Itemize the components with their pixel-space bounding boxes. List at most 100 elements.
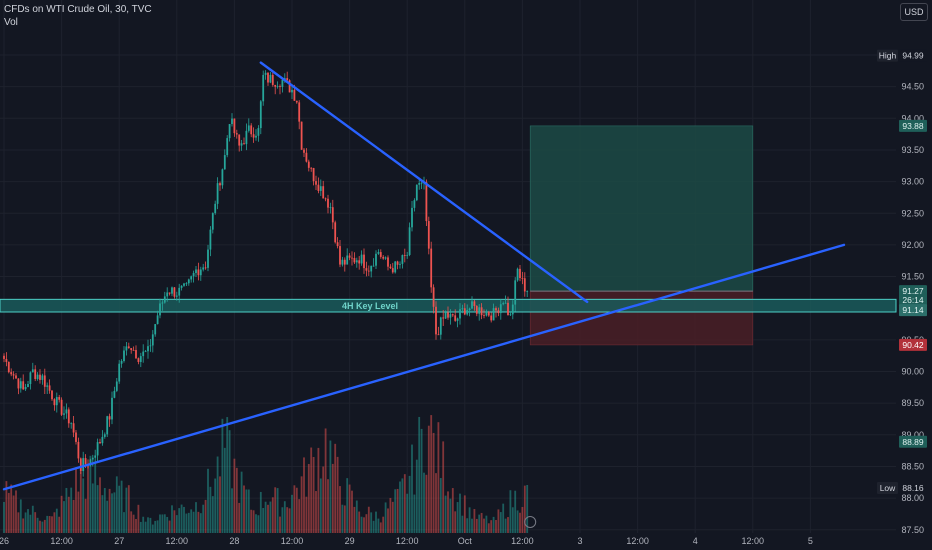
candle-body xyxy=(353,257,356,263)
candle-body xyxy=(334,222,337,243)
volume-bar xyxy=(334,443,337,533)
price-label-box xyxy=(899,435,927,448)
volume-bar xyxy=(255,514,257,533)
candle-body xyxy=(514,280,517,305)
volume-bar xyxy=(207,468,209,533)
volume-bar xyxy=(24,512,27,533)
volume-bar xyxy=(55,508,58,533)
volume-bar xyxy=(226,417,229,533)
candle-body xyxy=(223,155,226,170)
candle-body xyxy=(202,267,205,270)
price-label-box xyxy=(899,119,927,132)
volume-bar xyxy=(363,517,365,533)
volume-bar xyxy=(269,501,272,533)
candle-body xyxy=(192,273,195,277)
volume-bar xyxy=(163,514,166,533)
candle-body xyxy=(75,432,77,442)
price-label: 26:14 xyxy=(899,293,927,306)
candle-body xyxy=(471,301,473,309)
price-label-value: 94.99 xyxy=(902,51,924,61)
volume-bar xyxy=(5,481,8,533)
volume-bar xyxy=(65,487,68,533)
volume-bar xyxy=(63,501,65,533)
candle-body xyxy=(19,381,22,389)
candle-body xyxy=(329,207,332,209)
price-label: 90.42 xyxy=(899,338,927,351)
y-tick-label: 94.00 xyxy=(901,113,924,123)
volume-bar xyxy=(439,478,442,533)
x-tick-label: Oct xyxy=(458,536,473,546)
volume-bar xyxy=(327,479,329,533)
volume-bar xyxy=(233,458,236,533)
volume-bar xyxy=(502,503,505,533)
volume-bar xyxy=(406,493,409,533)
volume-bar xyxy=(108,488,111,533)
price-label-box xyxy=(899,481,927,494)
trendline-2[interactable] xyxy=(2,243,846,491)
candle-body xyxy=(295,100,298,103)
candle-body xyxy=(507,302,509,316)
trendline-1[interactable] xyxy=(259,61,589,304)
key-level-label: 4H Key Level xyxy=(342,301,398,311)
candle-body xyxy=(115,381,118,391)
volume-bar xyxy=(473,509,476,533)
candle-body xyxy=(159,303,161,316)
volume-bar xyxy=(281,507,284,533)
candle-body xyxy=(255,135,257,138)
candle-body xyxy=(327,198,329,208)
volume-bar xyxy=(43,519,46,533)
volume-bar xyxy=(51,516,53,533)
candle-body xyxy=(161,302,164,304)
volume-bar xyxy=(343,505,346,533)
volume-bar xyxy=(391,501,394,533)
candle-body xyxy=(475,305,478,314)
volume-bar xyxy=(29,514,32,533)
candle-body xyxy=(65,409,68,414)
candle-body xyxy=(317,184,320,191)
candle-body xyxy=(454,315,457,321)
candle-body xyxy=(468,308,471,311)
volume-bar xyxy=(355,500,358,533)
candle-body xyxy=(183,283,185,286)
volume-bar xyxy=(396,488,399,533)
candle-body xyxy=(372,265,375,267)
x-tick-label: 12:00 xyxy=(396,536,419,546)
candle-body xyxy=(315,181,317,185)
volume-bar xyxy=(437,422,440,533)
volume-bar xyxy=(257,515,260,533)
currency-button[interactable]: USD xyxy=(900,3,928,21)
candle-body xyxy=(130,348,133,351)
volume-bar xyxy=(331,463,334,533)
candle-body xyxy=(137,358,140,362)
candle-body xyxy=(463,308,466,315)
volume-bar xyxy=(171,505,173,533)
candle-body xyxy=(485,311,488,316)
candle-body xyxy=(259,101,262,129)
volume-bar xyxy=(48,516,51,533)
candle-body xyxy=(132,350,135,351)
volume-bar xyxy=(243,485,245,533)
candle-body xyxy=(310,167,313,169)
volume-bars xyxy=(3,415,529,533)
volume-bar xyxy=(324,428,327,533)
candle-body xyxy=(139,356,142,362)
x-tick-label: 3 xyxy=(577,536,582,546)
candle-body xyxy=(41,375,44,380)
axes: 95.0094.5094.0093.5093.0092.5092.0091.50… xyxy=(0,49,927,546)
candle-body xyxy=(262,74,265,102)
volume-bar xyxy=(451,488,454,533)
volume-bar xyxy=(432,432,435,533)
trendlines[interactable] xyxy=(2,61,846,491)
volume-bar xyxy=(394,489,397,533)
volume-bar xyxy=(283,501,286,533)
volume-bar xyxy=(82,478,85,533)
candle-body xyxy=(180,285,183,288)
x-tick-label: 26 xyxy=(0,536,9,546)
volume-bar xyxy=(523,485,526,533)
candle-body xyxy=(197,269,200,276)
x-tick-label: 5 xyxy=(808,536,813,546)
candle-body xyxy=(84,458,87,465)
volume-bar xyxy=(3,501,5,533)
volume-bar xyxy=(358,511,361,533)
